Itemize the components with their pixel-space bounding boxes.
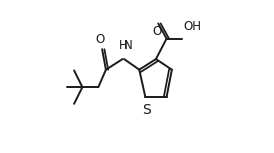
Text: S: S: [142, 103, 150, 117]
Text: OH: OH: [183, 20, 201, 33]
Text: O: O: [95, 33, 104, 46]
Text: H: H: [119, 39, 128, 52]
Text: N: N: [124, 39, 133, 52]
Text: O: O: [152, 25, 161, 38]
